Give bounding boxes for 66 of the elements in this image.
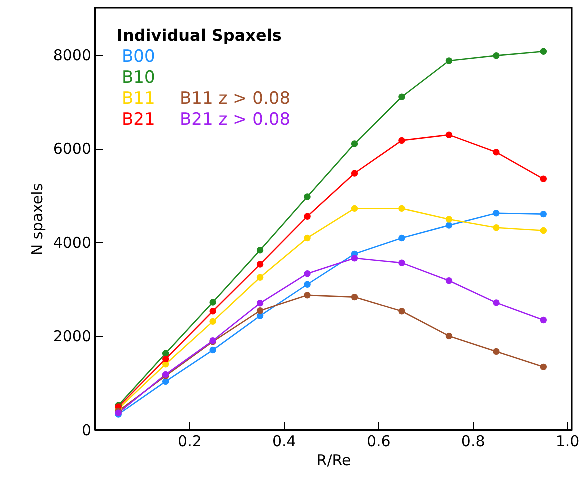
point xyxy=(351,294,358,301)
point xyxy=(493,149,500,156)
text: B21 xyxy=(122,110,156,130)
y-axis-title: N spaxels xyxy=(28,183,46,256)
point xyxy=(210,308,216,315)
y-tick-label: 2000 xyxy=(53,328,92,346)
point xyxy=(162,378,170,386)
point xyxy=(540,210,548,218)
point xyxy=(398,308,406,315)
point xyxy=(304,281,311,288)
point xyxy=(398,260,406,266)
point xyxy=(256,247,264,254)
point xyxy=(398,205,406,212)
point xyxy=(493,210,500,217)
y-tick-label: 0 xyxy=(82,422,92,440)
point xyxy=(351,140,358,148)
point xyxy=(304,270,311,278)
y-tick-label: 4000 xyxy=(53,234,92,252)
point xyxy=(398,234,406,242)
point xyxy=(446,216,453,223)
point xyxy=(256,308,264,314)
point xyxy=(256,261,264,268)
point xyxy=(446,222,453,229)
point xyxy=(304,213,311,220)
point xyxy=(398,137,406,144)
text: B10 xyxy=(122,68,156,88)
text: B11 xyxy=(122,89,156,109)
text: B11 z > 0.08 xyxy=(180,89,291,109)
text: B21 z > 0.08 xyxy=(180,110,291,130)
point xyxy=(351,205,358,212)
point xyxy=(351,170,358,177)
point xyxy=(493,348,500,356)
point xyxy=(540,48,548,55)
x-tick-label: 1.0 xyxy=(556,432,580,450)
point xyxy=(256,274,264,281)
point xyxy=(210,346,216,354)
point xyxy=(446,58,453,64)
text: B00 xyxy=(122,47,156,67)
x-tick-label: 0.2 xyxy=(178,432,202,450)
point xyxy=(540,227,548,234)
x-tick-label: 0.8 xyxy=(461,432,486,450)
point xyxy=(210,318,216,326)
x-tick-label: 0.6 xyxy=(366,432,391,450)
point xyxy=(493,300,500,306)
point xyxy=(304,234,311,242)
point xyxy=(493,224,500,232)
point xyxy=(446,332,453,340)
point xyxy=(446,132,453,138)
point xyxy=(304,292,311,299)
x-tick-label: 0.4 xyxy=(272,432,296,450)
point xyxy=(351,255,358,262)
y-tick-label: 6000 xyxy=(53,140,92,158)
point xyxy=(398,94,406,100)
point xyxy=(304,194,311,200)
point xyxy=(256,300,264,307)
point xyxy=(540,316,548,324)
point xyxy=(540,176,548,182)
point xyxy=(493,52,500,60)
point xyxy=(162,356,170,363)
point xyxy=(446,278,453,284)
legend-title: Individual Spaxels xyxy=(117,26,282,45)
x-axis-title: R/Re xyxy=(316,452,352,470)
point xyxy=(162,350,170,357)
point xyxy=(540,364,548,371)
y-tick-label: 8000 xyxy=(53,46,92,64)
point xyxy=(210,299,216,306)
